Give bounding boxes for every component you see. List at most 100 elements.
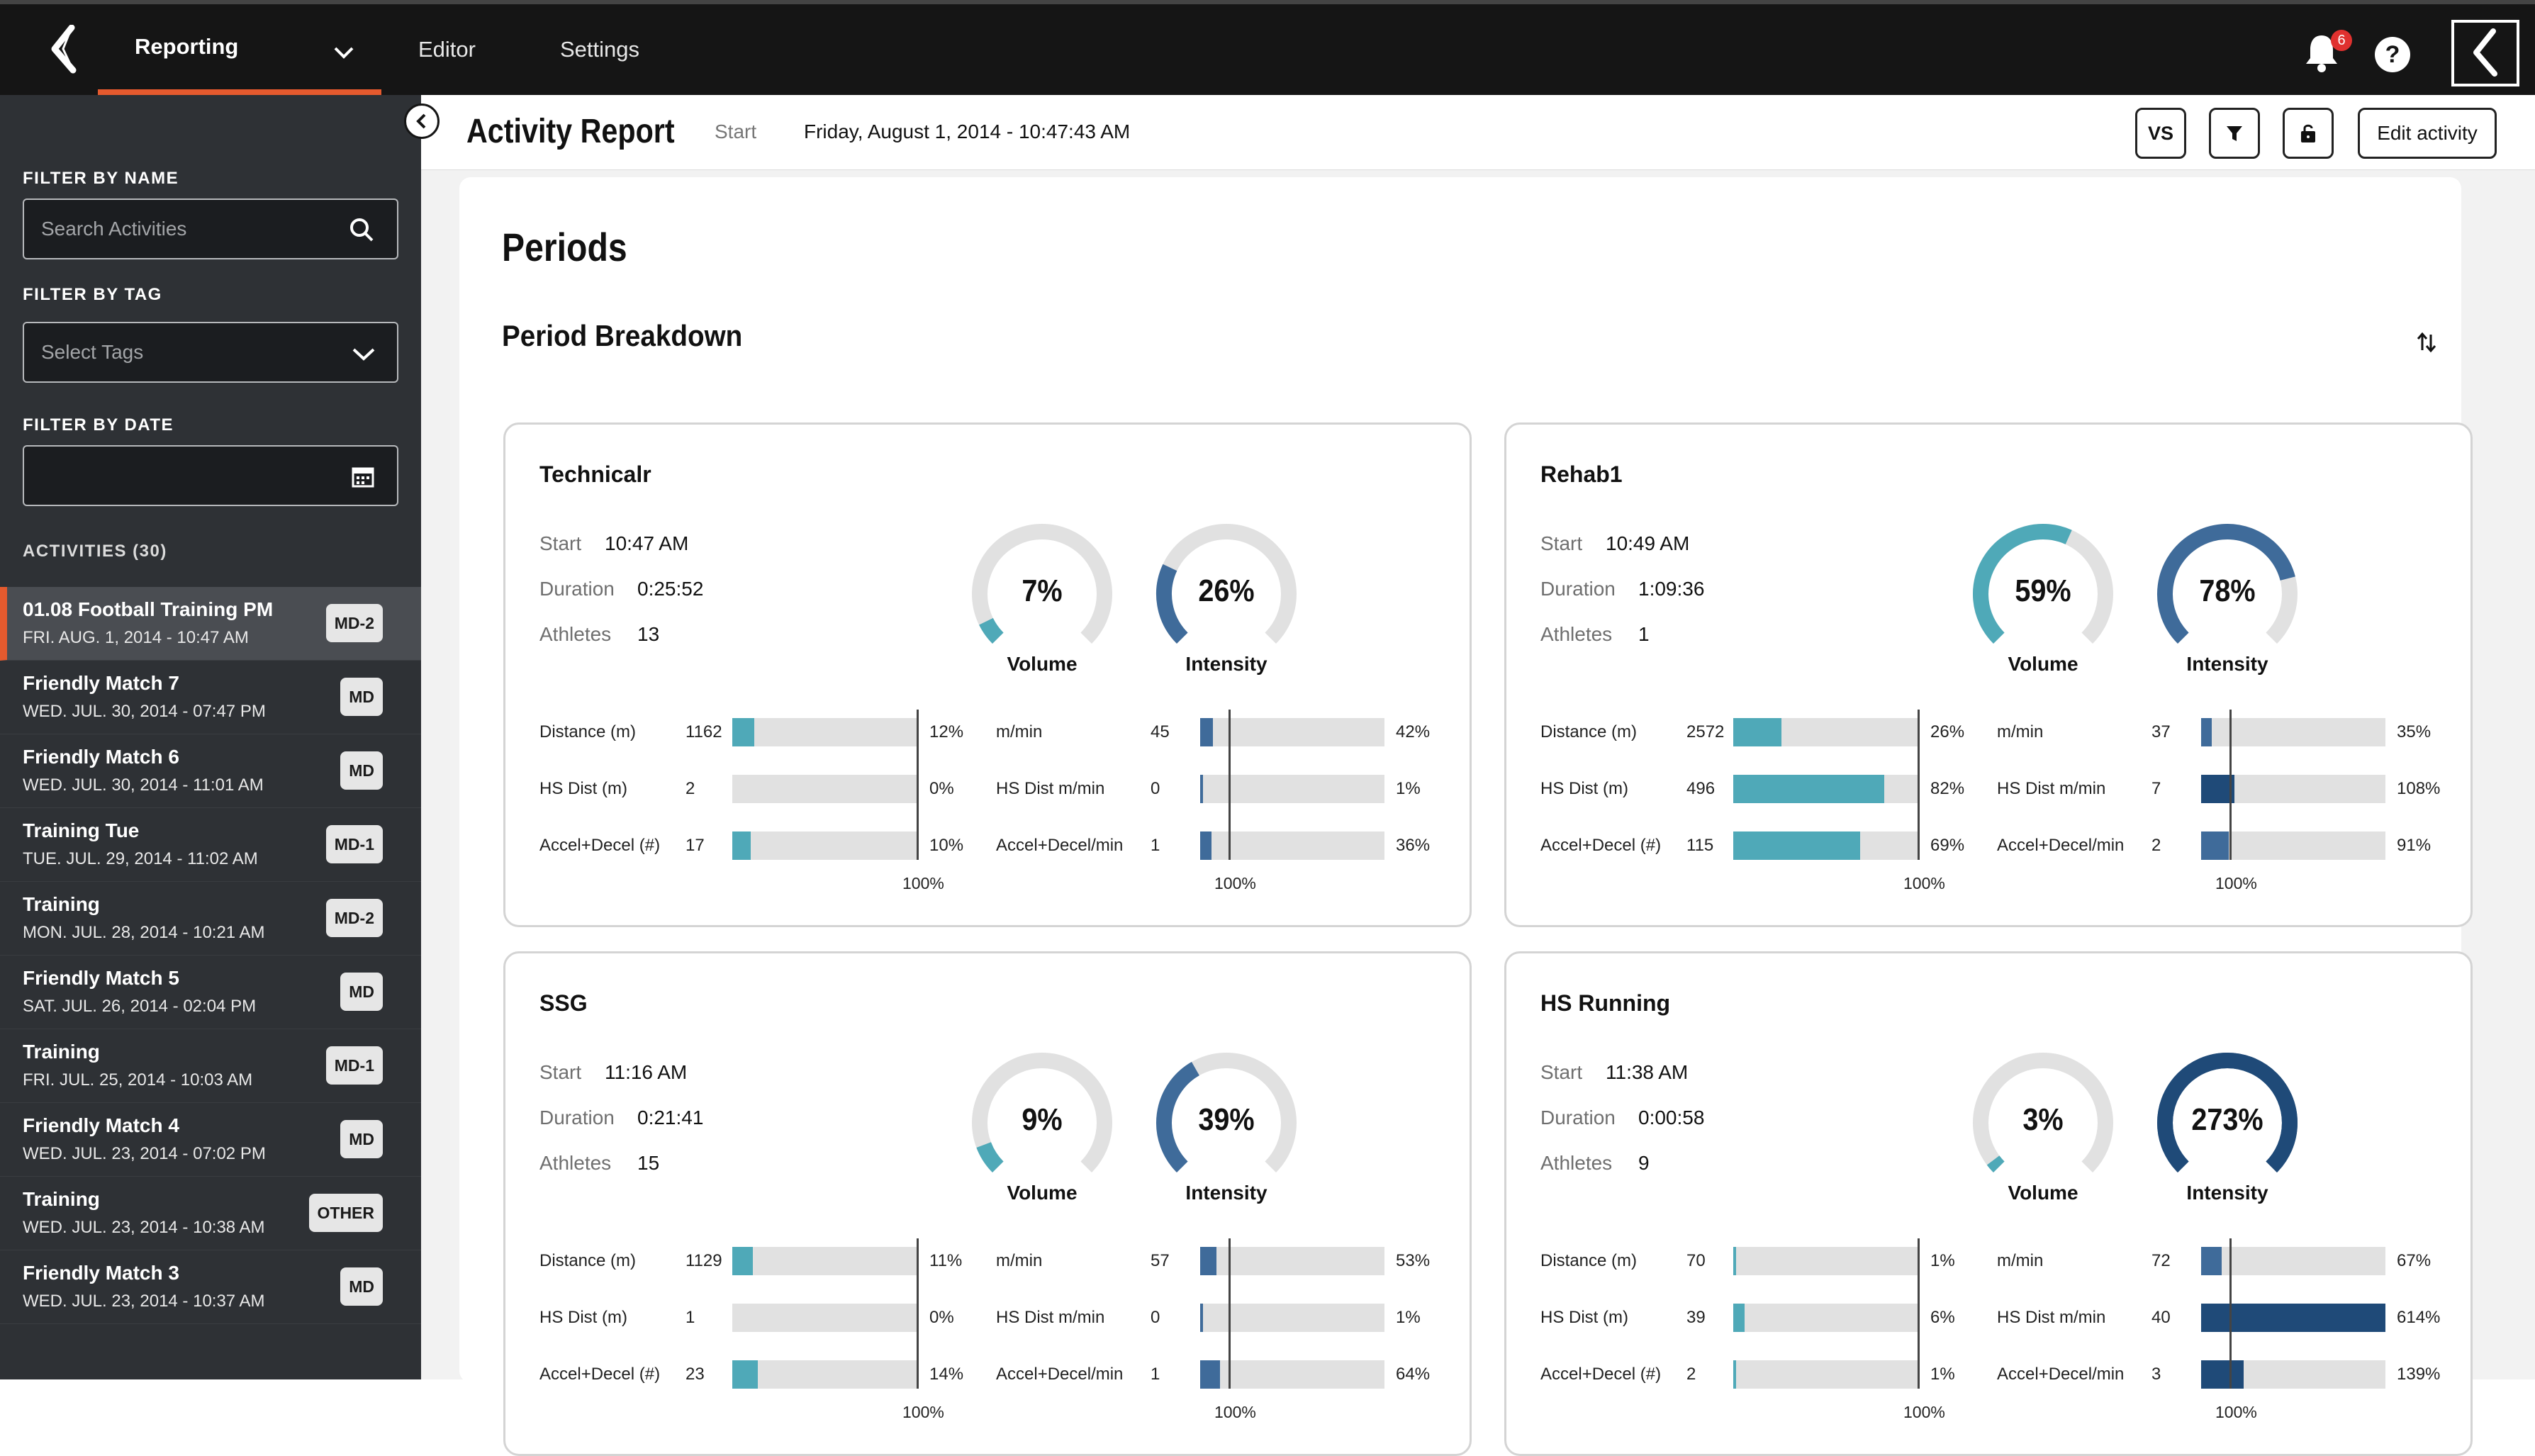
edit-activity-button[interactable]: Edit activity — [2358, 108, 2497, 159]
activity-title: Friendly Match 4 — [23, 1114, 179, 1136]
periods-panel: Periods Period Breakdown Technicalr Start… — [459, 177, 2473, 1456]
intensity-gauge — [2153, 1048, 2302, 1197]
sort-icon[interactable] — [2414, 330, 2439, 358]
volume-gauge — [1969, 1048, 2117, 1197]
period-start-value: 10:49 AM — [1606, 532, 1690, 554]
gauge-overflow-fill — [2157, 1053, 2298, 1172]
metric-bar-fill — [1200, 1304, 1203, 1332]
activity-list-item[interactable]: Friendly Match 3 WED. JUL. 23, 2014 - 10:… — [0, 1250, 421, 1324]
metric-percent: 6% — [1930, 1308, 1955, 1327]
metric-row: Distance (m) 1129 11% — [505, 1245, 1474, 1275]
period-athletes-value: 13 — [637, 623, 660, 645]
period-duration-label: Duration — [1540, 1107, 1616, 1129]
period-duration-value: 1:09:36 — [1638, 578, 1705, 600]
metric-label: HS Dist m/min — [1997, 779, 2106, 798]
reference-line-100 — [1918, 710, 1920, 860]
activity-list-item[interactable]: Training FRI. JUL. 25, 2014 - 10:03 AM MD-… — [0, 1029, 421, 1103]
metric-label: Distance (m) — [1540, 722, 1638, 741]
volume-label: Volume — [2008, 653, 2078, 675]
reference-label-100: 100% — [1903, 1403, 1945, 1421]
period-start-label: Start — [539, 532, 582, 554]
search-activities-input[interactable]: Search Activities — [23, 198, 398, 259]
activity-list-item[interactable]: 01.08 Football Training PM FRI. AUG. 1, 2… — [0, 587, 421, 661]
filter-button[interactable] — [2209, 108, 2260, 159]
metric-label: HS Dist m/min — [996, 1308, 1105, 1327]
activity-tag-badge: MD — [340, 751, 383, 790]
volume-percent: 3% — [2022, 1102, 2064, 1137]
period-breakdown-title: Period Breakdown — [502, 319, 743, 352]
nav-editor-tab[interactable]: Editor — [418, 4, 476, 95]
nav-reporting-tab[interactable]: Reporting — [98, 4, 381, 95]
calendar-icon[interactable] — [350, 464, 376, 494]
notifications-count-badge: 6 — [2331, 30, 2352, 51]
search-placeholder: Search Activities — [41, 218, 187, 240]
metric-value: 3 — [2151, 1365, 2161, 1384]
metric-value: 496 — [1686, 779, 1716, 798]
intensity-gauge-arc — [2157, 524, 2298, 644]
compare-vs-button[interactable]: VS — [2135, 108, 2186, 159]
metric-row: m/min 72 67% — [1506, 1245, 2475, 1275]
period-name: Rehab1 — [1540, 461, 1623, 487]
date-filter-input[interactable] — [23, 445, 398, 506]
app-logo-icon[interactable] — [28, 14, 99, 85]
metric-value: 1129 — [685, 1251, 722, 1270]
activity-list-item[interactable]: Friendly Match 5 SAT. JUL. 26, 2014 - 02:… — [0, 956, 421, 1029]
reference-line-100 — [2229, 710, 2232, 860]
notifications-bell-icon[interactable] — [2302, 31, 2341, 74]
period-start-label: Start — [1540, 1061, 1583, 1083]
metric-value: 1 — [1151, 1365, 1160, 1384]
metric-bar-fill — [2201, 775, 2234, 803]
metric-label: HS Dist (m) — [1540, 779, 1628, 798]
metric-bar-fill — [732, 831, 751, 860]
metric-value: 1 — [685, 1308, 695, 1327]
metric-bar-fill — [1200, 718, 1214, 746]
metric-bar-track — [732, 1304, 917, 1332]
metric-value: 72 — [2151, 1251, 2171, 1270]
activity-list-item[interactable]: Training Tue TUE. JUL. 29, 2014 - 11:02 A… — [0, 808, 421, 882]
metric-label: m/min — [1997, 1251, 2044, 1270]
metric-percent: 91% — [2397, 836, 2432, 855]
top-navigation-bar: Reporting Editor Settings 6 ? — [0, 0, 2535, 95]
metric-value: 2 — [1686, 1365, 1696, 1384]
chevron-down-icon[interactable] — [333, 40, 354, 65]
metric-bar-fill — [1733, 1360, 1736, 1389]
activity-title: Friendly Match 5 — [23, 967, 179, 989]
metric-value: 1162 — [685, 722, 722, 741]
gauge-fill — [1973, 524, 2072, 644]
volume-gauge-arc — [1973, 1053, 2113, 1173]
metric-bar-fill — [2201, 1247, 2222, 1275]
help-icon[interactable]: ? — [2375, 37, 2410, 72]
select-tags-dropdown[interactable]: Select Tags — [23, 322, 398, 383]
activity-list-item[interactable]: Training WED. JUL. 23, 2014 - 10:38 AM OTH… — [0, 1177, 421, 1250]
metric-bar-fill — [1733, 718, 1781, 746]
activity-tag-badge: MD-1 — [325, 1046, 383, 1085]
activity-list-item[interactable]: Friendly Match 6 WED. JUL. 30, 2014 - 11:… — [0, 734, 421, 808]
metric-bar-track — [2201, 1360, 2385, 1389]
reference-line-100 — [1229, 710, 1231, 860]
lock-button[interactable] — [2283, 108, 2334, 159]
gauge-fill — [976, 1141, 1004, 1173]
metric-value: 2 — [2151, 836, 2161, 855]
metric-row: Distance (m) 2572 26% — [1506, 717, 2475, 746]
period-athletes-value: 9 — [1638, 1152, 1650, 1174]
search-icon[interactable] — [347, 215, 376, 249]
collapse-sidebar-button[interactable] — [404, 103, 440, 139]
account-logo-icon[interactable] — [2451, 20, 2519, 86]
activity-list-item[interactable]: Friendly Match 4 WED. JUL. 23, 2014 - 07:… — [0, 1103, 421, 1177]
metric-percent: 42% — [1396, 722, 1431, 741]
activity-title: Training — [23, 1188, 100, 1210]
reference-line-100 — [1229, 1238, 1231, 1389]
intensity-label: Intensity — [1185, 1182, 1268, 1204]
metric-label: HS Dist (m) — [539, 779, 627, 798]
metric-percent: 64% — [1396, 1365, 1431, 1384]
activity-list-item[interactable]: Training MON. JUL. 28, 2014 - 10:21 AM MD-… — [0, 882, 421, 956]
report-header: Activity Report Start Friday, August 1, … — [421, 95, 2535, 170]
metric-value: 70 — [1686, 1251, 1706, 1270]
filter-icon — [2227, 126, 2242, 141]
metric-percent: 108% — [2397, 779, 2441, 798]
metric-bar-fill — [1200, 1247, 1216, 1275]
nav-settings-tab[interactable]: Settings — [560, 4, 639, 95]
metric-percent: 0% — [929, 779, 954, 798]
activities-count-label: ACTIVITIES (30) — [23, 542, 167, 561]
activity-list-item[interactable]: Friendly Match 7 WED. JUL. 30, 2014 - 07:… — [0, 661, 421, 734]
